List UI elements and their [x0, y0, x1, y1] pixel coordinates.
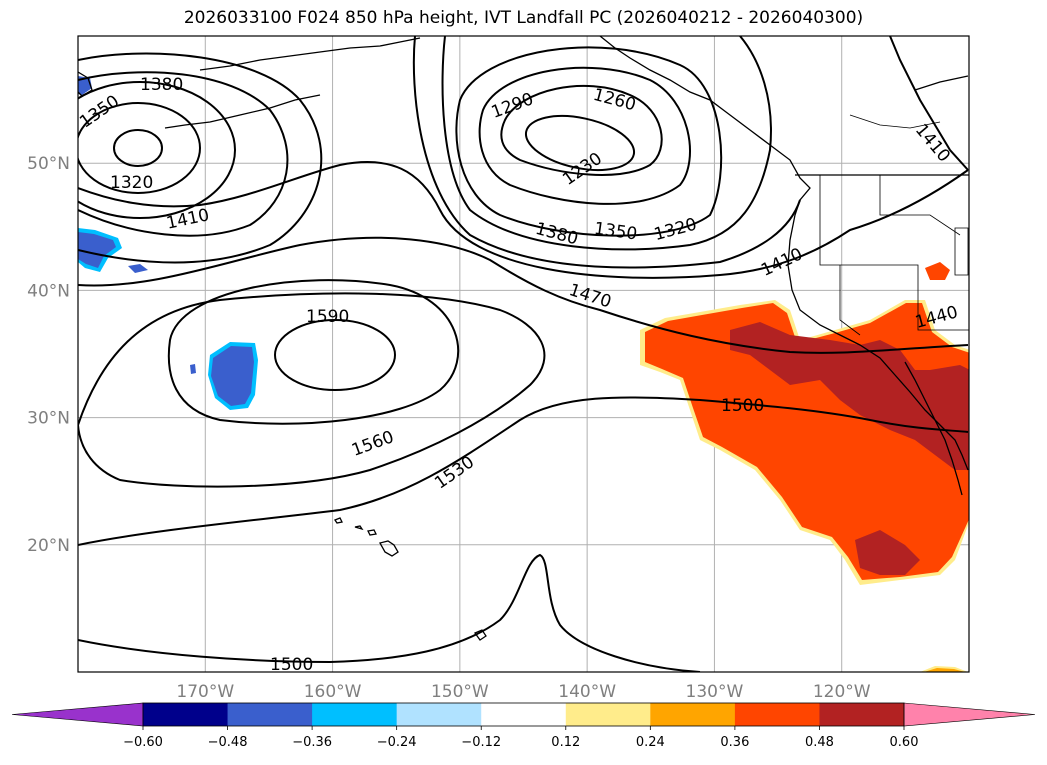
colorbar-tick-label: −0.24	[377, 735, 417, 750]
colorbar-extend-high	[903, 702, 1036, 727]
colorbar-frame	[142, 702, 905, 727]
colorbar-tick-label: −0.48	[208, 735, 248, 750]
contour-label: 1560	[349, 427, 396, 461]
longitude-labels: 170°W 160°W 150°W 140°W 130°W 120°W	[176, 682, 870, 702]
state-borders	[819, 114, 969, 336]
colorbar-tick-label: −0.12	[461, 735, 501, 750]
map-title: 2026033100 F024 850 hPa height, IVT Land…	[183, 8, 864, 28]
colorbar-tick-label: 0.48	[805, 735, 834, 750]
colorbar-segment	[565, 703, 651, 726]
colorbar-segment	[312, 703, 398, 726]
colorbar-tick-label: −0.36	[292, 735, 332, 750]
contour-label: 1350	[76, 91, 123, 132]
colorbar-segment	[227, 703, 313, 726]
contour-label: 1410	[165, 205, 211, 234]
latitude-label: 20°N	[27, 536, 70, 556]
height-contours	[78, 36, 969, 672]
contour-label: 1410	[911, 120, 954, 166]
coastlines	[78, 36, 969, 641]
contour-label: 1500	[721, 396, 764, 416]
longitude-label: 170°W	[176, 682, 234, 702]
contour-label: 1500	[270, 655, 313, 675]
colorbar-segment	[819, 703, 905, 726]
latitude-label: 40°N	[27, 281, 70, 301]
longitude-label: 120°W	[813, 682, 871, 702]
colorbar-tick-label: 0.24	[636, 735, 665, 750]
contour-label: 1320	[110, 173, 153, 193]
positive-pc-region	[640, 262, 969, 672]
contour-label: 1350	[593, 219, 639, 245]
colorbar-tick-label: 0.60	[890, 735, 919, 750]
colorbar-segment	[481, 703, 567, 726]
colorbar-tick-label: 0.36	[720, 735, 749, 750]
colorbar-tick-label: −0.60	[123, 735, 163, 750]
longitude-label: 160°W	[304, 682, 362, 702]
longitude-label: 140°W	[558, 682, 616, 702]
plot-frame	[77, 35, 970, 673]
colorbar-segment	[143, 703, 229, 726]
negative-pc-region	[78, 76, 258, 410]
contour-label: 1230	[559, 149, 606, 190]
latitude-label: 30°N	[27, 409, 70, 429]
contour-label: 1380	[140, 75, 183, 95]
colorbar: −0.60 −0.48 −0.36 −0.24 −0.12 0.12 0.24 0.36 0.4…	[11, 702, 1036, 750]
longitude-label: 150°W	[431, 682, 489, 702]
contour-label: 1530	[431, 452, 478, 493]
colorbar-extend-low	[11, 702, 144, 727]
contour-label: 1260	[591, 85, 638, 116]
contour-label: 1320	[652, 215, 699, 246]
latitude-label: 50°N	[27, 154, 70, 174]
latitude-labels: 50°N 40°N 30°N 20°N	[27, 154, 70, 556]
colorbar-segment	[396, 703, 482, 726]
longitude-label: 130°W	[686, 682, 744, 702]
contour-label: 1590	[306, 307, 349, 327]
colorbar-tick-label: 0.12	[551, 735, 580, 750]
colorbar-segment	[734, 703, 820, 726]
contour-label: 1410	[758, 244, 806, 280]
colorbar-segment	[650, 703, 736, 726]
